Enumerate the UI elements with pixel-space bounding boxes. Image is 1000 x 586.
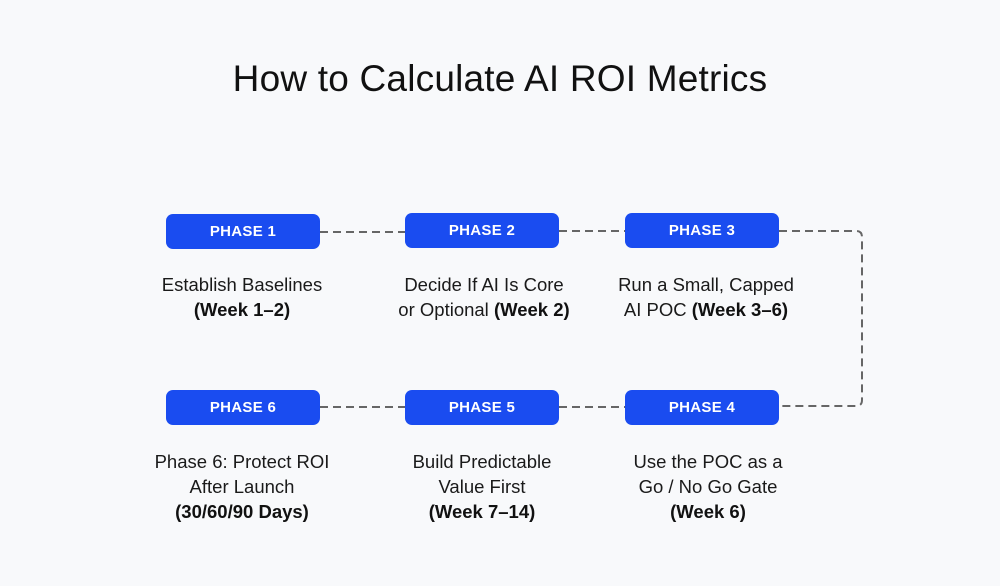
phase-5-badge: PHASE 5 — [405, 390, 559, 425]
phase-2-desc-text: Decide If AI Is Core — [404, 274, 564, 295]
phase-1-desc-text: Establish Baselines — [161, 274, 323, 295]
phase-1-description: Establish Baselines (Week 1–2) — [122, 272, 362, 322]
phase-4-badge: PHASE 4 — [625, 390, 779, 425]
phase-5-timing: (Week 7–14) — [428, 501, 536, 522]
phase-4-timing: (Week 6) — [670, 501, 746, 522]
phase-3-desc-text-2: AI POC — [623, 299, 687, 320]
phase-6-desc-text: Phase 6: Protect ROI — [154, 451, 330, 472]
phase-6-badge: PHASE 6 — [166, 390, 320, 425]
phase-1-timing: (Week 1–2) — [193, 299, 291, 320]
phase-6-timing: (30/60/90 Days) — [175, 501, 309, 522]
phase-3-timing: (Week 3–6) — [691, 299, 789, 320]
diagram-title: How to Calculate AI ROI Metrics — [232, 58, 768, 99]
connector-3-4 — [779, 230, 863, 407]
phase-3-desc-text: Run a Small, Capped — [618, 274, 794, 295]
phase-2-timing: (Week 2) — [493, 299, 570, 320]
phase-6-desc-text-2: After Launch — [189, 476, 295, 497]
phase-4-desc-text: Use the POC as a — [633, 451, 783, 472]
phase-2-badge: PHASE 2 — [405, 213, 559, 248]
phase-3-description: Run a Small, Capped AI POC (Week 3–6) — [586, 272, 826, 322]
phase-2-desc-text-2: or Optional — [398, 299, 489, 320]
phase-5-desc-text: Build Predictable — [412, 451, 552, 472]
phase-3-badge: PHASE 3 — [625, 213, 779, 248]
phase-5-desc-text-2: Value First — [438, 476, 526, 497]
phase-2-description: Decide If AI Is Core or Optional (Week 2… — [364, 272, 604, 322]
phase-1-badge: PHASE 1 — [166, 214, 320, 249]
phase-6-description: Phase 6: Protect ROI After Launch (30/60… — [122, 449, 362, 524]
phase-4-description: Use the POC as a Go / No Go Gate (Week 6… — [588, 449, 828, 524]
phase-5-description: Build Predictable Value First (Week 7–14… — [362, 449, 602, 524]
phase-4-desc-text-2: Go / No Go Gate — [638, 476, 778, 497]
